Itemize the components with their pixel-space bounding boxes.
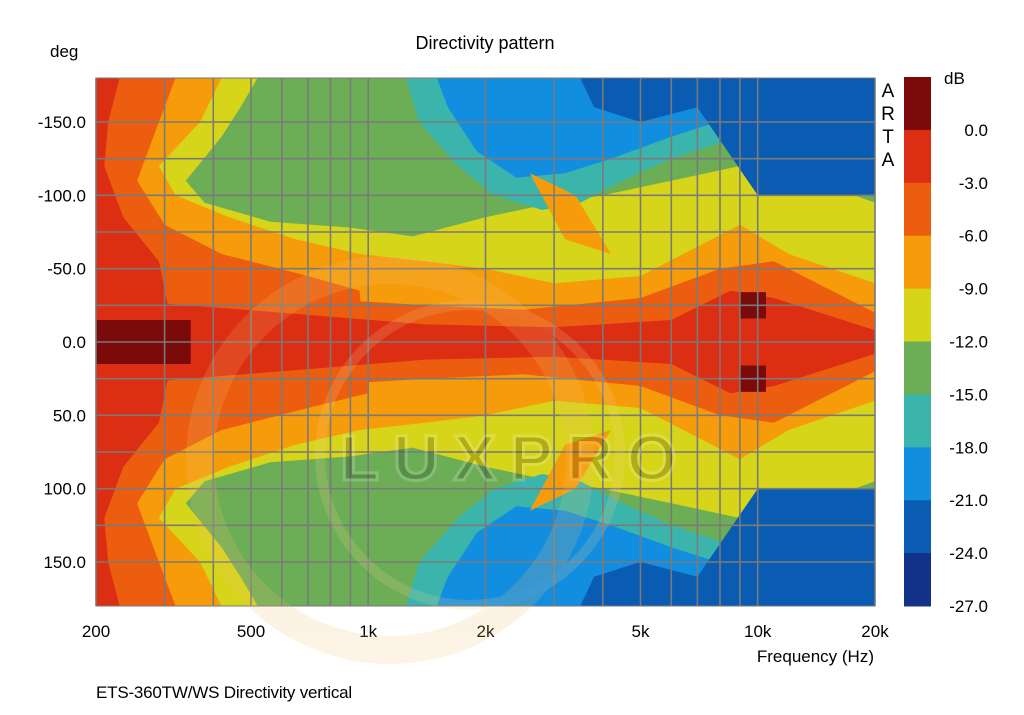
colorbar-swatch <box>904 129 931 184</box>
x-axis-title: Frequency (Hz) <box>757 647 874 666</box>
colorbar-tick-label: -9.0 <box>959 280 988 299</box>
y-tick-label: -100.0 <box>38 186 86 205</box>
x-tick-label: 20k <box>861 622 889 641</box>
heatmap-region-9 <box>529 430 611 511</box>
y-axis: -150.0 -100.0 -50.0 0.0 50.0 100.0 150.0 <box>38 113 86 572</box>
arta-letter: A <box>882 81 895 102</box>
x-tick-label: 1k <box>359 622 377 641</box>
y-tick-label: 100.0 <box>43 480 86 499</box>
heatmap-region-8 <box>529 173 611 254</box>
colorbar-swatch <box>904 288 931 342</box>
heatmap-region-7 <box>580 78 875 606</box>
svg-text:LUXPRO: LUXPRO <box>340 422 691 494</box>
colorbar-swatch <box>904 394 931 448</box>
footer-caption: ETS-360TW/WS Directivity vertical <box>96 683 352 702</box>
colorbar-swatch <box>904 553 931 607</box>
colorbar-tick-label: -21.0 <box>949 491 988 510</box>
colorbar-swatch <box>904 77 931 131</box>
y-tick-label: 0.0 <box>62 333 86 352</box>
colorbar-swatch <box>904 235 931 290</box>
y-tick-label: -50.0 <box>47 260 86 279</box>
arta-letter: T <box>882 127 894 148</box>
arta-letter: A <box>882 150 895 171</box>
colorbar-tick-label: -12.0 <box>949 333 988 352</box>
x-tick-label: 5k <box>632 622 650 641</box>
colorbar-tick-label: -27.0 <box>949 597 988 616</box>
plot-frame <box>95 77 876 607</box>
colorbar-tick-label: -3.0 <box>959 174 988 193</box>
chart-title: Directivity pattern <box>415 33 554 53</box>
y-tick-label: 150.0 <box>43 553 86 572</box>
colorbar-tick-label: -24.0 <box>949 544 988 563</box>
x-tick-label: 2k <box>477 622 495 641</box>
watermark-logo: LUXPRO <box>186 256 691 664</box>
colorbar-unit-label: dB <box>944 69 965 88</box>
y-tick-label: 50.0 <box>53 406 86 425</box>
y-tick-label: -150.0 <box>38 113 86 132</box>
grid-lines <box>95 78 876 606</box>
contour-regions <box>96 78 875 606</box>
x-tick-label: 500 <box>237 622 265 641</box>
heatmap-region-6 <box>436 78 875 606</box>
heatmap-plot-area <box>96 78 875 606</box>
y-axis-unit-label: deg <box>50 42 78 61</box>
colorbar-tick-label: -15.0 <box>949 385 988 404</box>
arta-letter: R <box>881 104 895 125</box>
colorbar-swatch <box>904 447 931 501</box>
x-tick-label: 200 <box>82 622 110 641</box>
x-axis: 200 500 1k 2k 5k 10k 20k <box>82 622 889 641</box>
heatmap-region-4 <box>185 78 875 606</box>
colorbar-swatch <box>904 341 931 395</box>
colorbar-tick-label: -6.0 <box>959 227 988 246</box>
colorbar-swatch <box>904 182 931 237</box>
colorbar-swatch <box>904 500 931 554</box>
colorbar-tick-label: 0.0 <box>964 121 988 140</box>
x-tick-label: 10k <box>744 622 772 641</box>
colorbar-tick-label: -18.0 <box>949 438 988 457</box>
colorbar: 0.0 -3.0 -6.0 -9.0 -12.0 -15.0 -18.0 -21.0 -24.0… <box>904 77 988 616</box>
